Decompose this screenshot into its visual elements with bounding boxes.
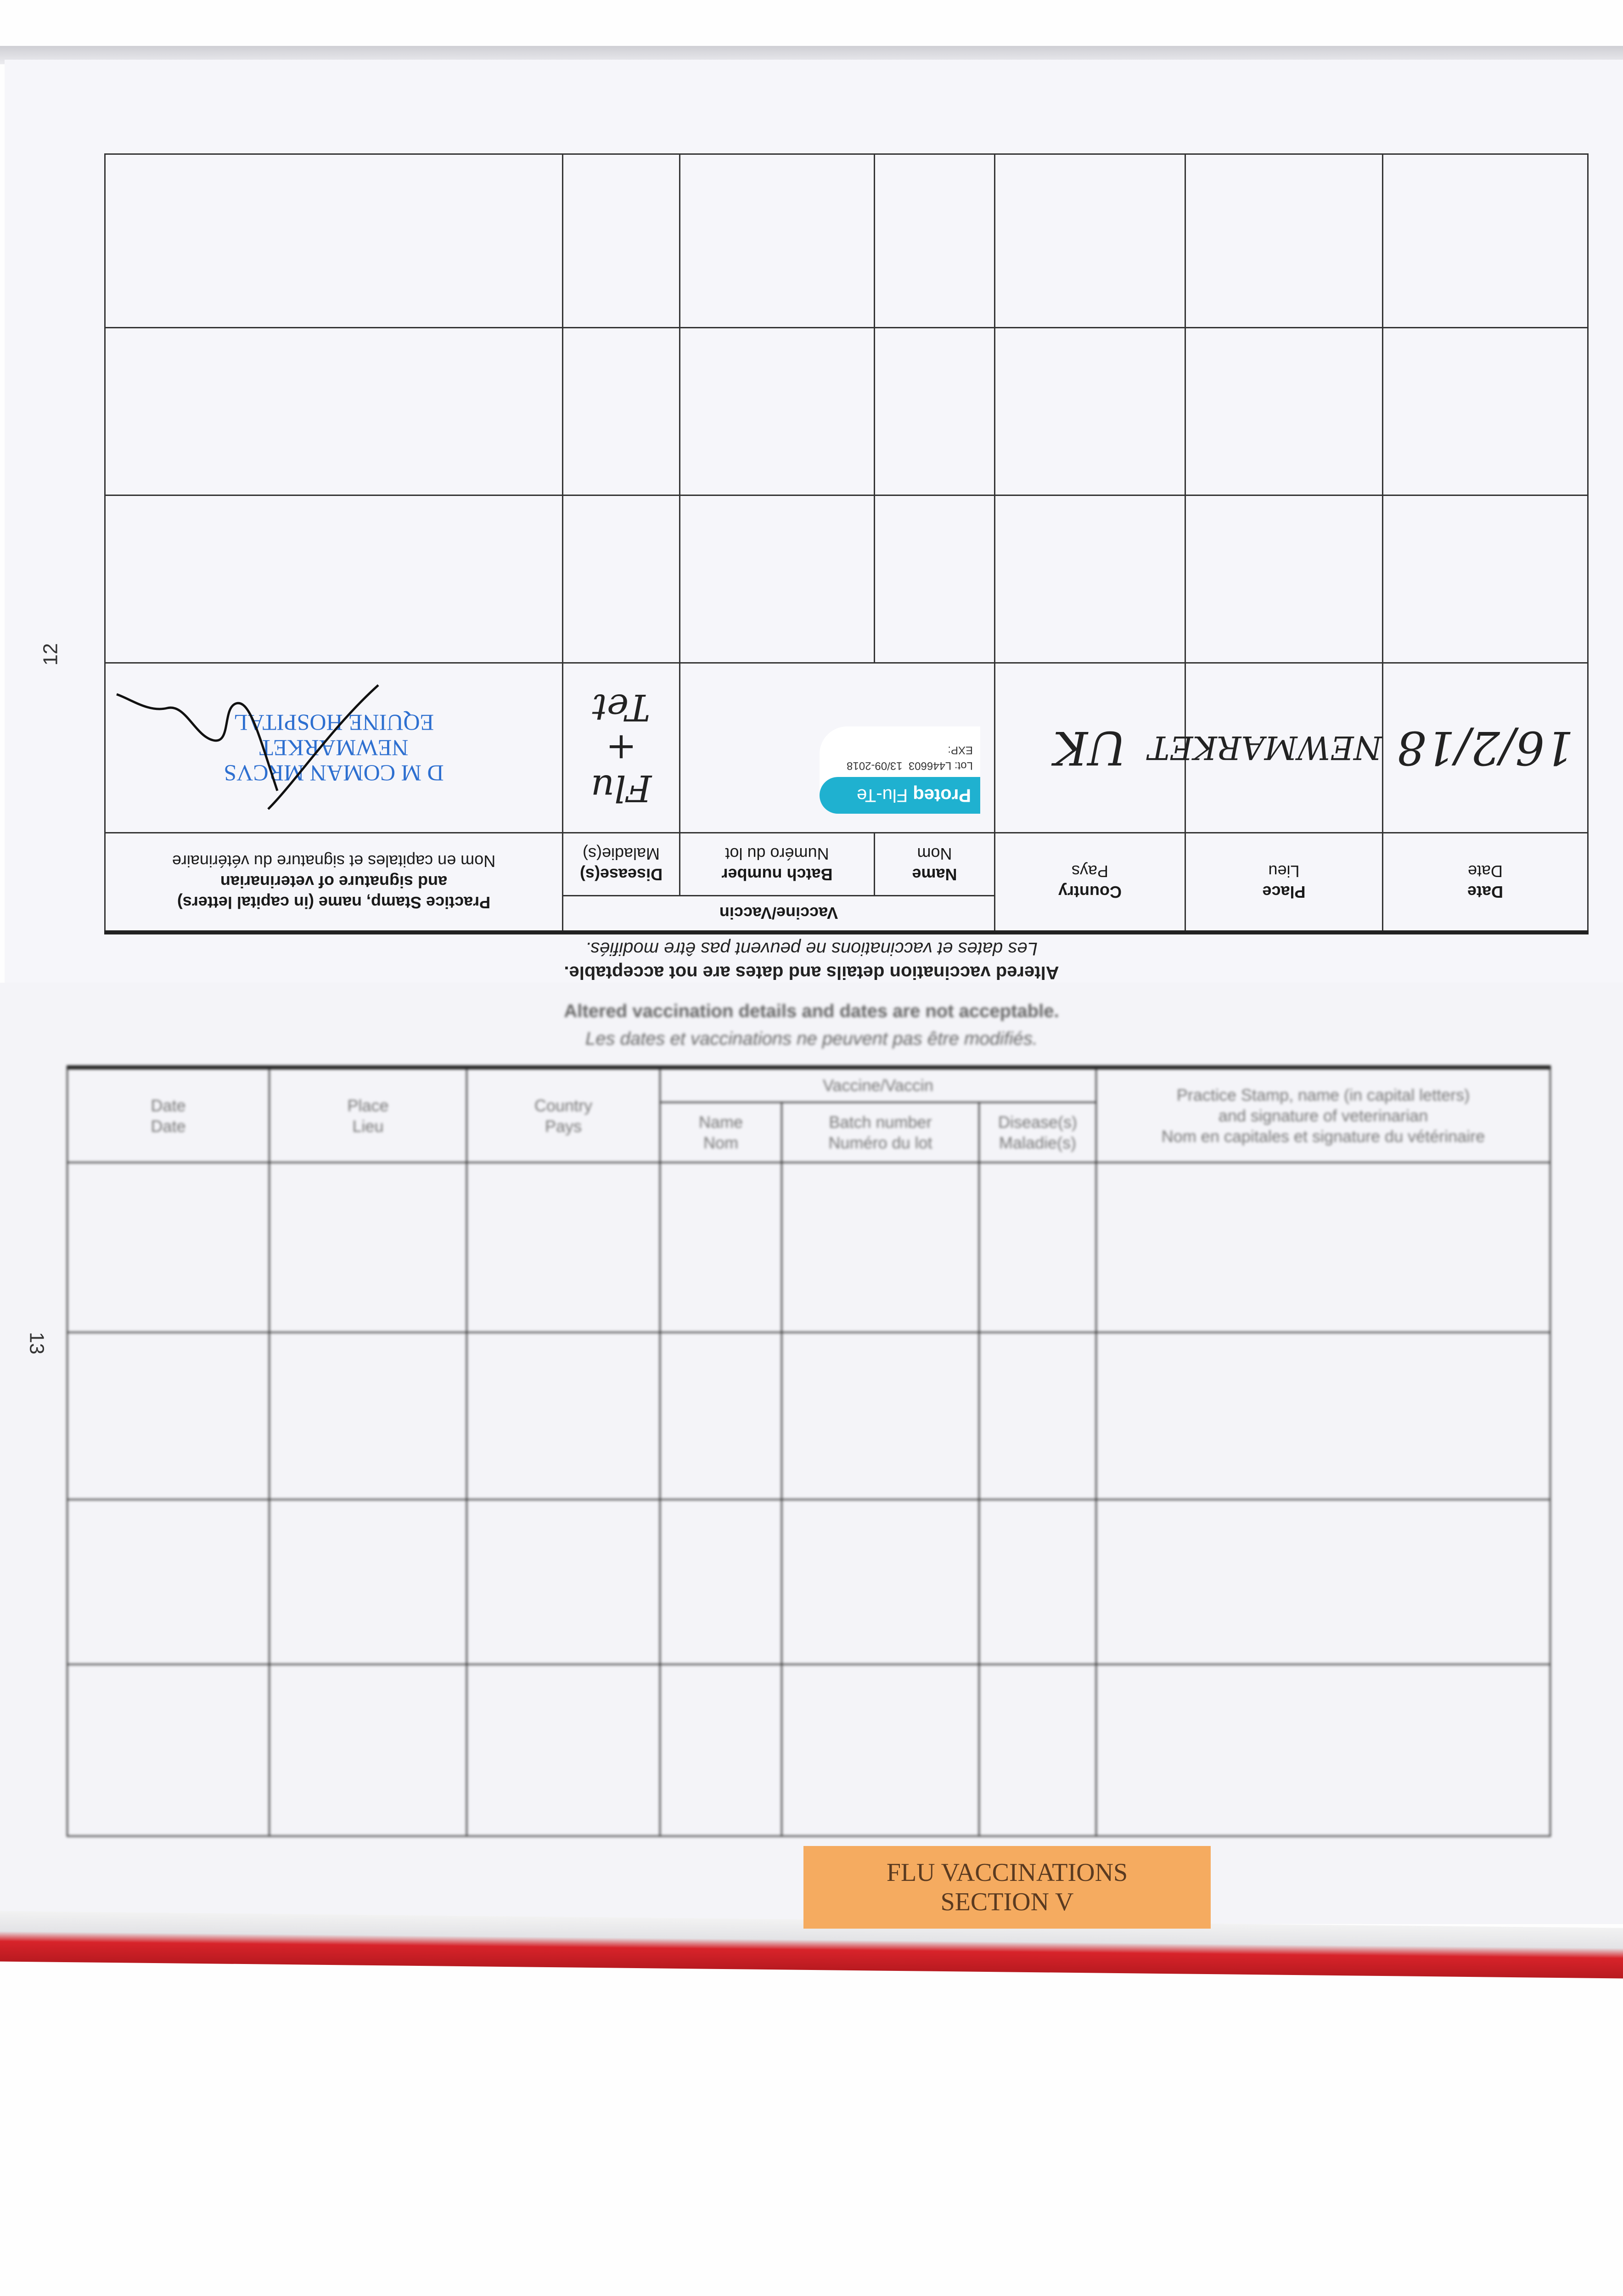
- header-place: Place Lieu: [1185, 833, 1383, 933]
- header-batch: Batch number Numéro du lot: [680, 833, 875, 896]
- page-12-paper: [5, 60, 1623, 983]
- cell-country: UK: [994, 663, 1185, 833]
- header-disease: Disease(s) Maladie(s): [562, 833, 680, 896]
- table-row: [105, 495, 1588, 663]
- table-header: Date Date Place Lieu Country Pays Vaccine/V…: [67, 1065, 1551, 1164]
- table-row: [67, 1498, 1551, 1665]
- page-number: 12: [39, 643, 62, 666]
- header-stamp: Practice Stamp, name (in capital letters…: [105, 833, 563, 933]
- vaccine-sticker: Proteq Flu-Te Lot: L446603 13/09-2018 EXP…: [820, 726, 980, 814]
- table-row: [67, 1331, 1551, 1500]
- header-vaccine: Vaccine/Vaccin: [562, 895, 995, 933]
- page-12: Altered vaccination details and dates ar…: [0, 60, 1623, 983]
- section-label: FLU VACCINATIONS SECTION V: [803, 1846, 1211, 1929]
- vaccination-table: Date Date Place Lieu Country Pays Vaccine/V…: [104, 153, 1589, 934]
- table-row: [67, 1663, 1551, 1837]
- page-number: 13: [25, 1332, 48, 1355]
- cell-stamp: D M COMAN MRCVS NEWMARKET EQUINE HOSPITAL: [105, 663, 563, 833]
- table-row: 16/2/18 NEWMARKET UK Proteq Flu-Te Lot: …: [105, 663, 1588, 833]
- header-name: Name Nom: [874, 833, 995, 896]
- header-date: Date Date: [1382, 833, 1588, 933]
- cell-disease: Flu + Tet: [562, 663, 680, 833]
- caption-en: Altered vaccination details and dates ar…: [564, 1001, 1059, 1021]
- header-country: Country Pays: [994, 833, 1185, 933]
- table-row: [67, 1162, 1551, 1333]
- caption-fr: Les dates et vaccinations ne peuvent pas…: [585, 1029, 1038, 1049]
- vaccination-table: Date Date Place Lieu Country Pays Vaccine/V…: [67, 1065, 1551, 1837]
- cell-vaccine-sticker: Proteq Flu-Te Lot: L446603 13/09-2018 EXP…: [680, 663, 995, 833]
- cell-place: NEWMARKET: [1148, 663, 1383, 833]
- caption-en: Altered vaccination details and dates ar…: [564, 962, 1059, 983]
- table-header: Date Date Place Lieu Country Pays Vaccine/V…: [105, 833, 1588, 933]
- veterinarian-signature: [116, 684, 379, 810]
- table-row: [105, 154, 1588, 328]
- cell-date: 16/2/18: [1382, 663, 1588, 833]
- caption-fr: Les dates et vaccinations ne peuvent pas…: [585, 939, 1038, 959]
- table-row: [105, 327, 1588, 495]
